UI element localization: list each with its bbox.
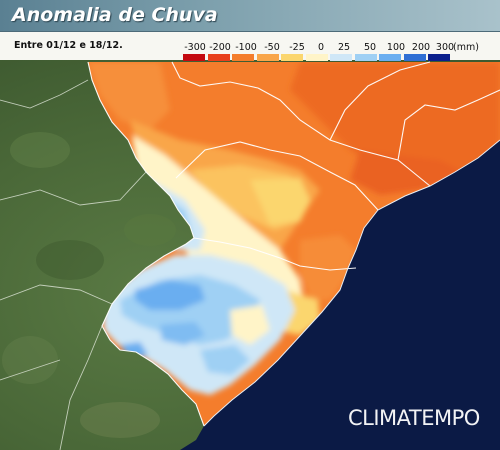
legend-label: 200: [411, 42, 431, 53]
legend-unit: (mm): [453, 42, 479, 53]
title-bar: Anomalia de Chuva: [0, 0, 500, 32]
legend-label: 300: [435, 42, 455, 53]
legend-swatch: [330, 54, 352, 61]
legend-swatch: [379, 54, 401, 61]
legend-label: -300: [184, 42, 206, 53]
legend-swatch: [232, 54, 254, 61]
legend-label: -200: [209, 42, 231, 53]
legend-swatch: [256, 54, 279, 61]
legend-label: 50: [363, 42, 377, 53]
legend-label: 0: [317, 42, 325, 53]
legend-swatch: [281, 54, 303, 61]
legend-swatch: [403, 54, 426, 61]
legend-label: -25: [289, 42, 305, 53]
period-label: Entre 01/12 e 18/12.: [14, 40, 123, 51]
legend-label: -100: [235, 42, 257, 53]
legend-swatch: [183, 54, 205, 61]
legend-swatch: [207, 54, 230, 61]
state-boundaries: [87, 61, 500, 427]
legend-swatch: [305, 54, 328, 61]
country-boundaries: [0, 79, 147, 450]
coastline: [203, 139, 500, 427]
legend-label: 25: [337, 42, 351, 53]
legend-label: 100: [386, 42, 406, 53]
legend-swatch: [428, 54, 450, 61]
legend-swatch: [354, 54, 377, 61]
legend-bar: Entre 01/12 e 18/12. -300 -200 -100 -50 …: [0, 32, 500, 61]
climatempo-logo: CLIMATEMPO: [348, 406, 480, 430]
land-texture: [2, 132, 176, 438]
color-scale-legend: -300 -200 -100 -50 -25 0 25 50 100 200 3…: [183, 34, 483, 61]
map-title: Anomalia de Chuva: [12, 4, 218, 26]
legend-label: -50: [264, 42, 280, 53]
